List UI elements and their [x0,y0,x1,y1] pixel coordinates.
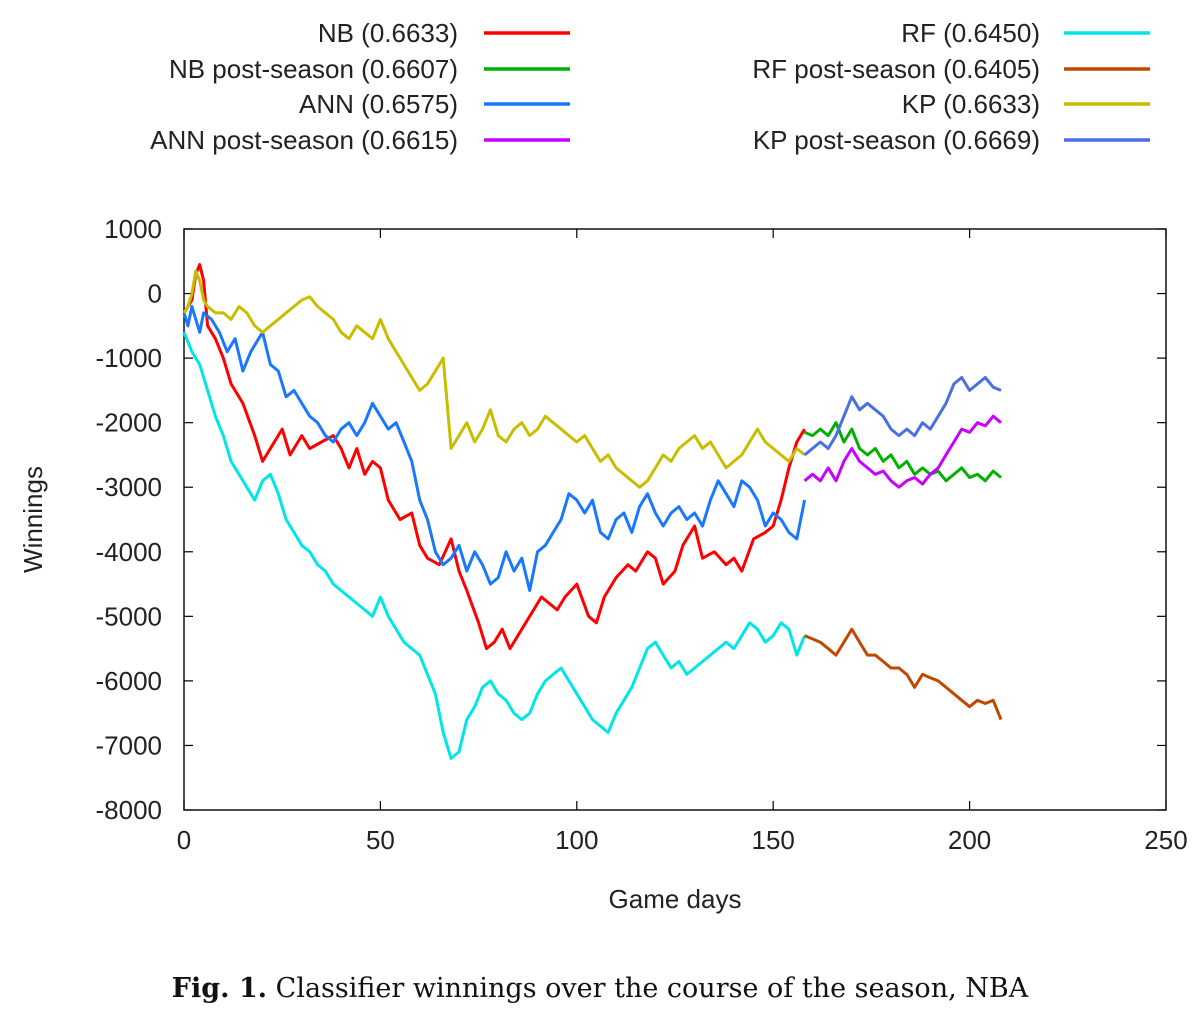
y-tick-label: -2000 [96,408,163,438]
y-tick-label: 1000 [104,214,162,244]
y-tick-label: -1000 [96,343,163,373]
y-tick-label: -8000 [96,795,163,825]
series-line-nb-post-season [804,421,1002,483]
series-line-nb [182,263,806,651]
legend-label-rf: RF (0.6450) [901,18,1040,48]
y-tick-label: -7000 [96,730,163,760]
legend-label-kp-post-season: KP post-season (0.6669) [753,125,1040,155]
line-chart: NB (0.6633) NB post-season (0.6607) ANN (0… [18,18,1188,914]
legend: NB (0.6633) NB post-season (0.6607) ANN (0… [150,18,1150,155]
series-line-kp-post-season [803,376,1002,457]
legend-label-nb: NB (0.6633) [318,18,458,48]
series-line-ann-post-season [803,414,1002,489]
caption-text: Classifier winnings over the course of t… [267,973,1029,1004]
y-tick-label: -3000 [96,472,163,502]
axis-ticks: 0 50 100 150 200 250 1000 0 -1000 -2000 -3000 -4000… [96,214,1188,855]
x-tick-label: 50 [366,825,395,855]
x-tick-label: 200 [948,825,991,855]
legend-label-ann: ANN (0.6575) [299,89,458,119]
y-tick-label: -4000 [96,537,163,567]
series-lines [182,263,1003,760]
x-tick-label: 0 [177,825,191,855]
legend-label-nb-post-season: NB post-season (0.6607) [169,54,458,84]
x-axis-label: Game days [609,884,742,914]
legend-label-kp: KP (0.6633) [902,89,1040,119]
series-line-kp [182,269,806,489]
x-tick-label: 250 [1144,825,1187,855]
y-tick-label: -6000 [96,666,163,696]
series-line-ann [182,305,807,592]
y-tick-label: 0 [148,279,162,309]
legend-label-rf-post-season: RF post-season (0.6405) [752,54,1040,84]
series-line-rf-post-season [804,627,1003,721]
y-tick-label: -5000 [96,601,163,631]
plot-frame [183,228,1167,811]
y-axis-label: Winnings [18,466,48,573]
series-line-rf [182,331,806,760]
legend-label-ann-post-season: ANN post-season (0.6615) [150,125,458,155]
x-tick-label: 100 [555,825,598,855]
figure-caption: Fig. 1. Classifier winnings over the cou… [0,973,1200,1004]
caption-label: Fig. 1. [171,973,268,1004]
x-tick-label: 150 [752,825,795,855]
